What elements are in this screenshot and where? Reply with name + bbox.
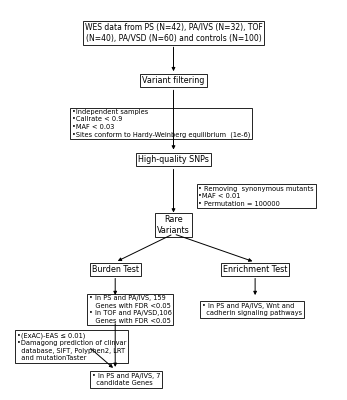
Text: •(ExAC)-EAS ≤ 0.01)
•Damagong prediction of clinvar
  database, SIFT, Polyphen2,: •(ExAC)-EAS ≤ 0.01) •Damagong prediction…	[17, 332, 126, 361]
Text: Enrichment Test: Enrichment Test	[223, 265, 287, 274]
Text: • In PS and PA/IVS, 159
   Genes with FDR <0.05
• In TOF and PA/VSD,106
   Genes: • In PS and PA/IVS, 159 Genes with FDR <…	[88, 295, 171, 324]
Text: Burden Test: Burden Test	[92, 265, 139, 274]
Text: •Independent samples
•Callrate < 0.9
•MAF < 0.03
•Sites conform to Hardy-Weinber: •Independent samples •Callrate < 0.9 •MA…	[72, 109, 250, 138]
Text: WES data from PS (N=42), PA/IVS (N=32), TOF
(N=40), PA/VSD (N=60) and controls (: WES data from PS (N=42), PA/IVS (N=32), …	[85, 23, 262, 43]
Text: Rare
Variants: Rare Variants	[157, 215, 190, 235]
Text: Variant filtering: Variant filtering	[142, 76, 205, 86]
Text: High-quality SNPs: High-quality SNPs	[138, 155, 209, 164]
Text: • In PS and PA/IVS, Wnt and
  cadherin signaling pathways: • In PS and PA/IVS, Wnt and cadherin sig…	[202, 303, 302, 316]
Text: • Removing  synonymous mutants
•MAF < 0.01
• Permutation = 100000: • Removing synonymous mutants •MAF < 0.0…	[198, 186, 314, 207]
Text: • In PS and PA/IVS, 7
  candidate Genes: • In PS and PA/IVS, 7 candidate Genes	[92, 373, 160, 386]
